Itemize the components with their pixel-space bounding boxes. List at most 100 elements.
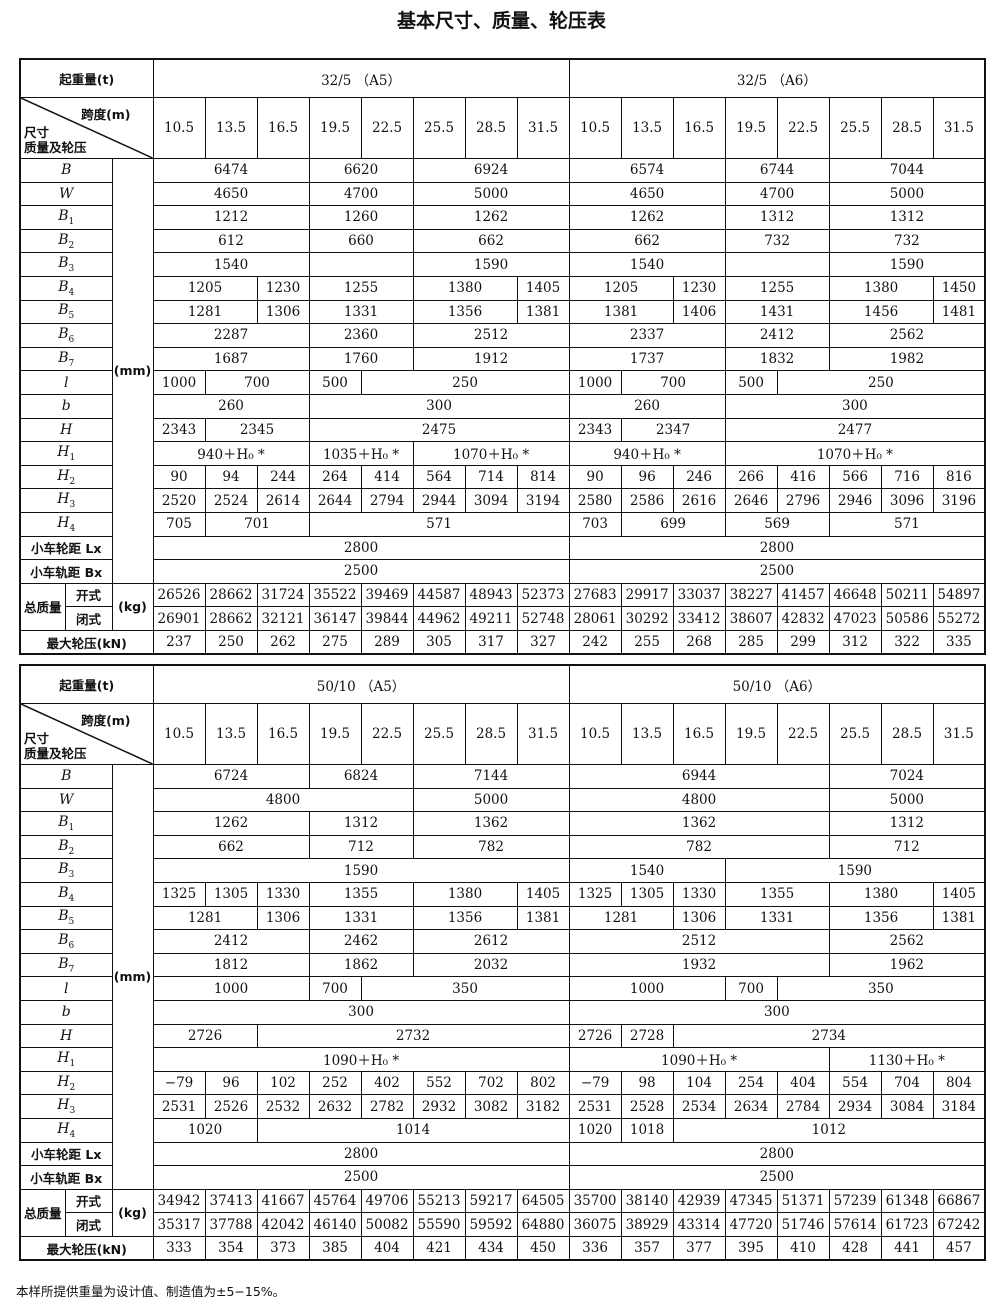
span-value: 28.5 <box>880 703 934 765</box>
symbol-main: B <box>58 208 69 225</box>
value-cell: 441 <box>880 1235 934 1261</box>
span-value: 13.5 <box>620 97 674 159</box>
closed-label: 闭式 <box>64 606 113 631</box>
value-cell: 3094 <box>464 488 518 513</box>
value-cell: 1000 <box>152 370 206 395</box>
value-cell: 250 <box>360 370 570 395</box>
group-b-label: 32/5 （A6） <box>568 58 986 98</box>
span-value: 25.5 <box>412 703 466 765</box>
spec-table-50-10: 起重量(t) 50/10 （A5） 50/10 （A6） 跨度(m) 尺寸 质量及轮压 10… <box>19 664 987 1262</box>
value-cell: 1405 <box>932 881 986 907</box>
value-cell: 6744 <box>724 158 830 183</box>
symbol-main: W <box>59 185 74 202</box>
value-cell: 1306 <box>256 299 310 325</box>
symbol-subscript: 4 <box>69 1129 76 1140</box>
value-cell: 54897 <box>932 582 986 608</box>
symbol-subscript: 5 <box>68 917 75 928</box>
symbol-main: H <box>57 1120 70 1137</box>
span-value: 10.5 <box>152 97 206 159</box>
mass-closed-row: 闭式 35317 37788 42042 46140 50082 55590 59592 648… <box>20 1212 986 1237</box>
value-cell: 1070＋H₀ * <box>724 441 986 466</box>
span-value: 16.5 <box>672 97 726 159</box>
value-cell: 2462 <box>308 929 414 954</box>
value-cell: 1130＋H₀ * <box>828 1047 986 1072</box>
value-cell: 50211 <box>880 582 934 608</box>
value-cell: 1305 <box>620 881 674 907</box>
value-cell: 252 <box>308 1070 362 1096</box>
symbol-subscript: 5 <box>68 311 75 322</box>
unit-mm: (mm) <box>111 158 154 584</box>
value-cell: 712 <box>828 834 986 860</box>
value-cell: 814 <box>516 464 570 490</box>
value-cell: 6924 <box>412 158 570 183</box>
dimension-symbol: B2 <box>19 228 113 254</box>
value-cell: 1230 <box>256 275 310 301</box>
symbol-main: B <box>61 768 72 785</box>
value-cell: 700 <box>308 976 362 1001</box>
value-cell: 244 <box>256 464 310 490</box>
open-label: 开式 <box>64 1188 113 1214</box>
symbol-main: B <box>58 908 69 925</box>
value-cell: 2412 <box>152 929 310 954</box>
dimension-symbol: B <box>19 158 113 183</box>
value-cell: 1456 <box>828 299 934 325</box>
value-cell: 255 <box>620 629 674 655</box>
value-cell: 262 <box>256 629 310 655</box>
span-value: 16.5 <box>256 97 310 159</box>
value-cell: 2616 <box>672 488 726 513</box>
dimension-symbol: B7 <box>19 952 113 978</box>
dimension-symbol: B2 <box>19 834 113 860</box>
max-wheel-label: 最大轮压(kN) <box>19 1235 154 1261</box>
value-cell: 32121 <box>256 606 310 631</box>
value-cell: 90 <box>152 464 206 490</box>
dimension-row: W 4800 5000 4800 5000 <box>19 787 986 813</box>
value-cell: 102 <box>256 1070 310 1096</box>
value-cell: 1230 <box>672 275 726 301</box>
value-cell: 35522 <box>308 582 362 608</box>
closed-label: 闭式 <box>64 1212 113 1237</box>
value-cell: 254 <box>724 1070 778 1096</box>
value-cell: 2732 <box>256 1023 570 1049</box>
trolley-gauge-row: 小车轨距 Bx 2500 2500 <box>19 1165 986 1190</box>
value-cell: 1356 <box>412 905 518 931</box>
value-cell: 5000 <box>412 181 570 207</box>
value-cell: 6824 <box>308 764 414 789</box>
value-cell: 2412 <box>724 323 830 348</box>
dimension-symbol: H2 <box>19 464 113 490</box>
trolley-wheelbase-row-label: 小车轮距 Lx <box>19 1141 113 1167</box>
max-wheel-row: 最大轮压(kN) 333 354 373 385 404 421 434 450 336 357 37… <box>19 1235 986 1261</box>
symbol-subscript: 7 <box>68 964 75 975</box>
dimension-row: H3 2531 2526 2532 2632 2782 2932 3082 3182 2531 25… <box>19 1094 986 1119</box>
dimension-row: B1 1262 1312 1362 1362 1312 <box>19 811 986 836</box>
value-cell: 566 <box>828 464 882 490</box>
value-cell: 373 <box>256 1235 310 1261</box>
dimension-row: H2 90 94 244 264 414 564 714 814 90 96 246 266 416 566… <box>19 464 986 490</box>
value-cell: 1590 <box>412 252 570 277</box>
dimension-symbol: l <box>19 976 113 1001</box>
group-a-label: 50/10 （A5） <box>152 664 570 704</box>
value-cell: 4700 <box>308 181 414 207</box>
value-cell: 59592 <box>464 1212 518 1237</box>
value-cell: 2932 <box>412 1094 466 1119</box>
value-cell <box>308 252 414 277</box>
value-cell: 1356 <box>828 905 934 931</box>
span-value: 13.5 <box>620 703 674 765</box>
value-cell: 47345 <box>724 1188 778 1214</box>
value-cell: 7144 <box>412 764 570 789</box>
span-value: 13.5 <box>204 97 258 159</box>
diagonal-line <box>21 704 153 764</box>
value-cell: 2360 <box>308 323 414 348</box>
value-cell: 38227 <box>724 582 778 608</box>
value-cell: 2500 <box>568 559 986 584</box>
value-cell: 42832 <box>776 606 830 631</box>
value-cell: 940＋H₀ * <box>152 441 310 466</box>
value-cell: 52373 <box>516 582 570 608</box>
dimension-row: B1 1212 1260 1262 1262 1312 1312 <box>19 205 986 230</box>
span-value: 31.5 <box>516 97 570 159</box>
value-cell: 6944 <box>568 764 830 789</box>
span-value: 22.5 <box>776 97 830 159</box>
value-cell: 712 <box>308 834 414 860</box>
value-cell: 716 <box>880 464 934 490</box>
span-value: 31.5 <box>932 703 986 765</box>
value-cell: 732 <box>724 228 830 254</box>
